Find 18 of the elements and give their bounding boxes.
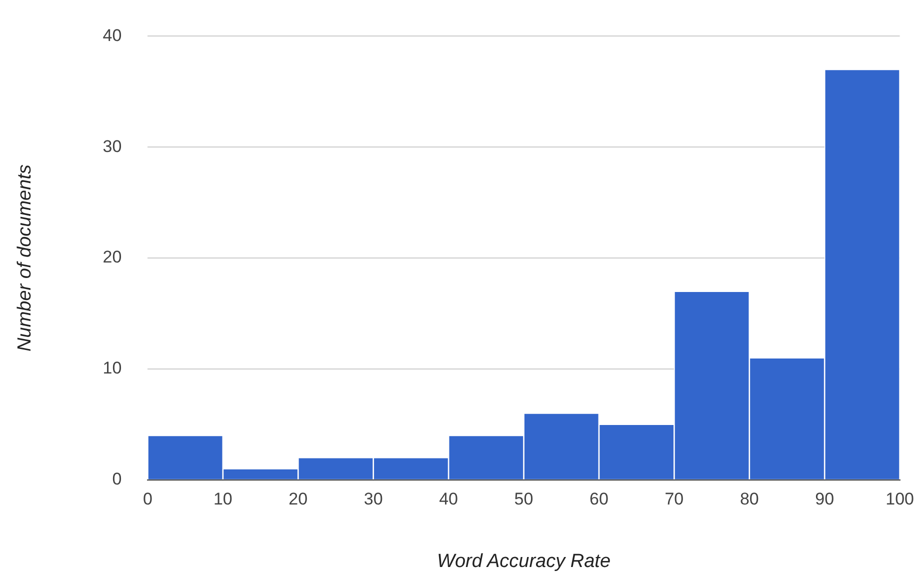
x-tick-label: 0 xyxy=(142,490,152,509)
x-tick-label: 100 xyxy=(886,490,914,509)
y-tick-label: 10 xyxy=(102,358,122,378)
y-tick-label: 0 xyxy=(112,469,122,488)
x-tick-label: 20 xyxy=(288,490,308,509)
x-tick-label: 60 xyxy=(590,490,608,509)
y-tick-label: 30 xyxy=(102,136,122,156)
x-tick-label: 80 xyxy=(740,490,759,509)
x-tick-label: 70 xyxy=(664,490,684,509)
y-axis-title: Number of documents xyxy=(14,164,36,352)
x-tick-label: 50 xyxy=(514,490,534,509)
x-tick-label: 10 xyxy=(213,490,232,509)
x-tick-label: 90 xyxy=(815,490,834,509)
y-tick-label: 40 xyxy=(102,26,122,45)
x-tick-label: 30 xyxy=(364,490,383,509)
y-tick-label: 20 xyxy=(102,248,122,267)
x-tick-label: 40 xyxy=(439,490,458,509)
x-axis-title: Word Accuracy Rate xyxy=(437,550,611,572)
